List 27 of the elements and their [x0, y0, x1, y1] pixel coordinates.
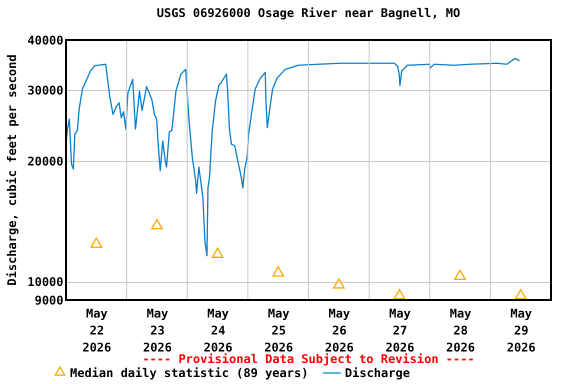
point	[212, 248, 224, 258]
point	[394, 289, 406, 300]
point	[90, 238, 102, 248]
point	[514, 289, 527, 300]
text: ---- Provisional Data Subject to Revision ----	[142, 352, 475, 366]
legend-label: Discharge	[344, 366, 410, 380]
x-tick-label: May 29 2026	[506, 306, 536, 354]
x-tick-label: May 27 2026	[385, 306, 414, 354]
y-tick-label: 40000	[27, 34, 64, 48]
x-tick-label: May 23 2026	[142, 306, 172, 354]
x-tick-label: May 26 2026	[324, 306, 354, 354]
x-tick-label: May 28 2026	[446, 306, 476, 354]
y-tick-label: 10000	[27, 275, 64, 290]
y-tick-label: 9000	[34, 294, 64, 308]
chart-title: USGS 06926000 Osage River near Bagnell, MO	[156, 6, 460, 20]
point	[332, 278, 345, 289]
x-tick-label: May 25 2026	[264, 306, 294, 354]
point	[454, 270, 466, 280]
line-series	[66, 58, 520, 256]
point	[151, 219, 163, 230]
y-axis-title: Discharge, cubic feet per second	[5, 54, 19, 286]
x-tick-label: May 24 2026	[204, 306, 233, 354]
x-tick-label: May 22 2026	[82, 306, 112, 354]
y-tick-label: 30000	[27, 84, 64, 98]
point	[272, 266, 284, 277]
legend-label: Median daily statistic (89 years)	[70, 366, 308, 380]
y-tick-label: 20000	[27, 154, 64, 168]
